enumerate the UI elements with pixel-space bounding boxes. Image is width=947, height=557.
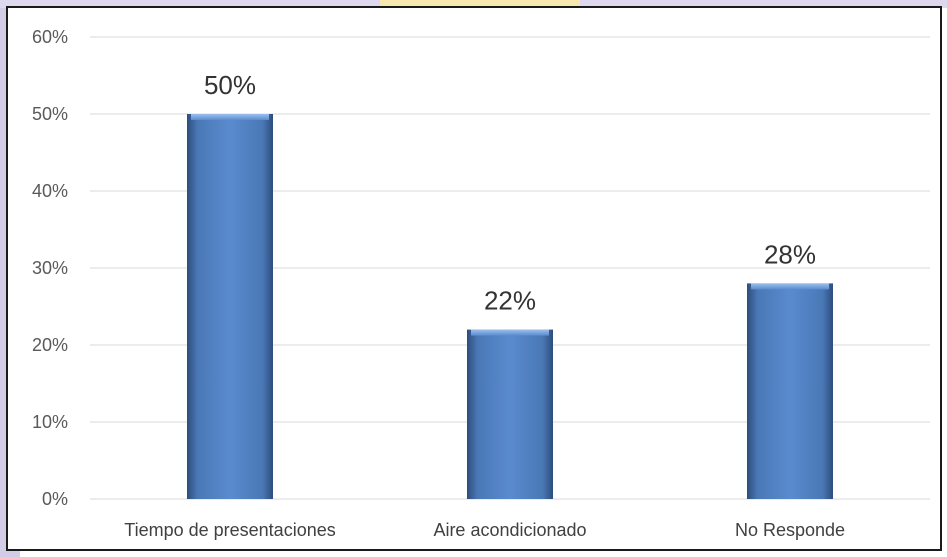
y-tick-label: 50% bbox=[32, 104, 68, 124]
y-axis-ticks: 0% 10% 20% 30% 40% 50% 60% bbox=[32, 27, 68, 509]
bars bbox=[187, 114, 833, 499]
data-label: 50% bbox=[204, 70, 256, 100]
category-label: Tiempo de presentaciones bbox=[124, 520, 335, 540]
bar-bevel-top bbox=[751, 283, 829, 290]
x-axis-categories: Tiempo de presentaciones Aire acondiciona… bbox=[124, 520, 845, 540]
data-labels: 50% 22% 28% bbox=[204, 70, 816, 316]
bar-bevel-top bbox=[471, 329, 549, 336]
category-label: No Responde bbox=[735, 520, 845, 540]
bar bbox=[187, 114, 273, 499]
category-label: Aire acondicionado bbox=[433, 520, 586, 540]
y-tick-label: 60% bbox=[32, 27, 68, 47]
bar-bevel-top bbox=[191, 114, 269, 120]
bar bbox=[747, 283, 833, 499]
gold-top-band bbox=[380, 0, 580, 8]
y-tick-label: 20% bbox=[32, 335, 68, 355]
y-tick-label: 10% bbox=[32, 412, 68, 432]
y-tick-label: 40% bbox=[32, 181, 68, 201]
y-tick-label: 30% bbox=[32, 258, 68, 278]
bar bbox=[467, 329, 553, 499]
data-label: 28% bbox=[764, 239, 816, 269]
y-tick-label: 0% bbox=[42, 489, 68, 509]
data-label: 22% bbox=[484, 286, 536, 316]
